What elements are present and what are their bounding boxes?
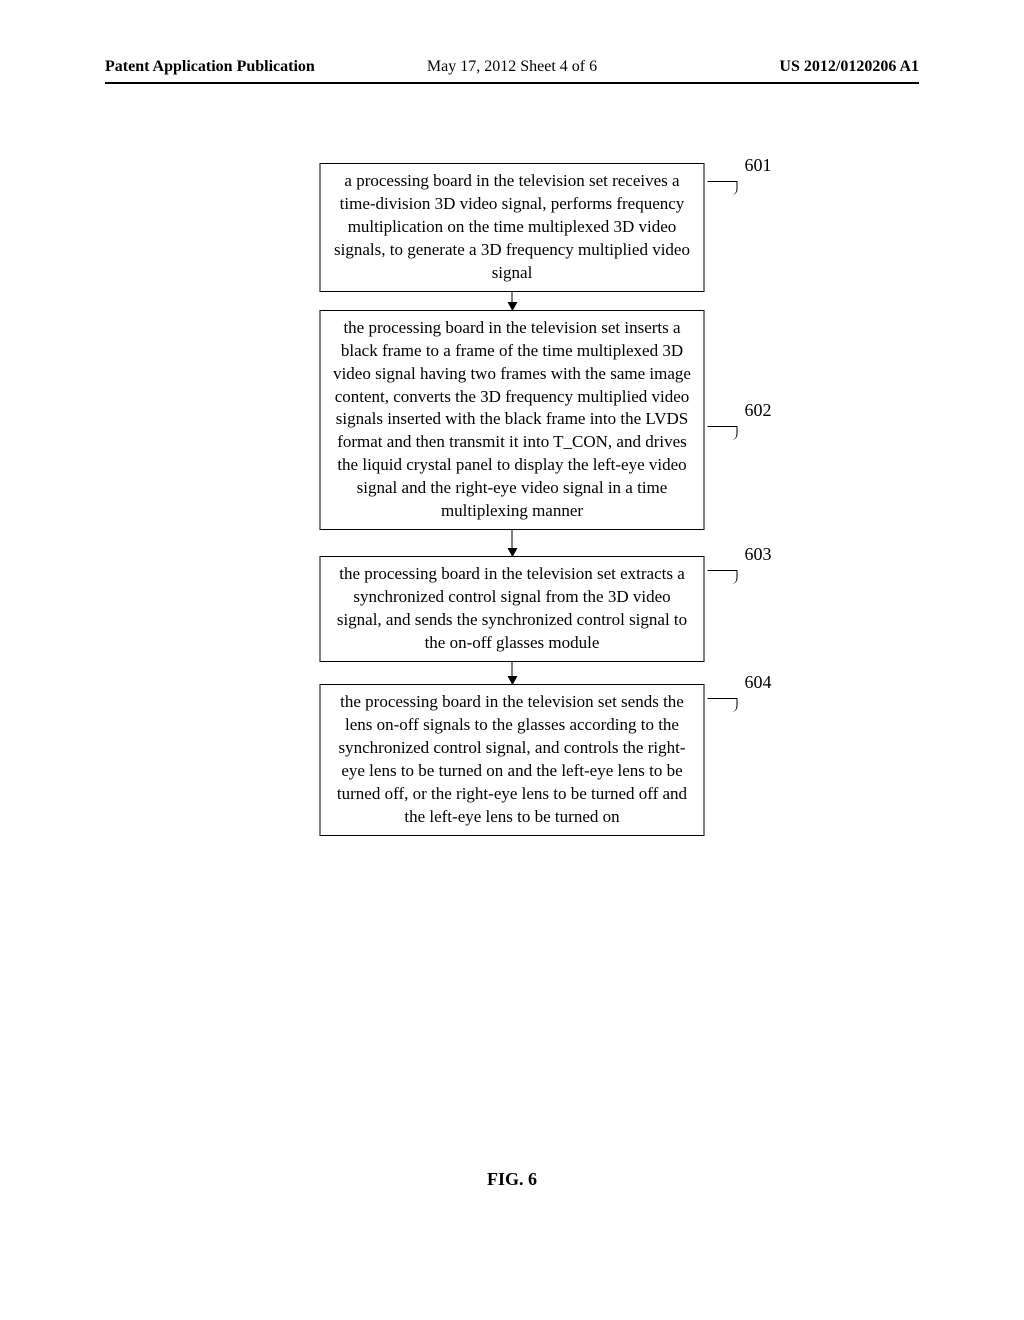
header-patent-number: US 2012/0120206 A1 [779,58,919,76]
header-divider [105,82,919,84]
connector-line [708,426,738,440]
flow-step: the processing board in the television s… [320,310,705,530]
connector-line [708,570,738,584]
header-date-sheet: May 17, 2012 Sheet 4 of 6 [427,58,597,76]
flow-box: the processing board in the television s… [320,310,705,530]
flow-label: 602 [745,400,772,421]
flow-label: 601 [745,155,772,176]
arrow-down-icon [512,662,513,684]
arrow-down-icon [512,530,513,556]
flow-step: the processing board in the television s… [320,684,705,836]
header-publication: Patent Application Publication [105,58,315,76]
flowchart: a processing board in the television set… [320,163,705,836]
connector-line [708,698,738,712]
flow-label: 603 [745,544,772,565]
flow-box: the processing board in the television s… [320,684,705,836]
flow-step: the processing board in the television s… [320,556,705,662]
arrow-down-icon [512,292,513,310]
flow-box: the processing board in the television s… [320,556,705,662]
flow-step: a processing board in the television set… [320,163,705,292]
connector-line [708,181,738,195]
flow-box: a processing board in the television set… [320,163,705,292]
flow-label: 604 [745,672,772,693]
figure-label: FIG. 6 [487,1169,537,1190]
